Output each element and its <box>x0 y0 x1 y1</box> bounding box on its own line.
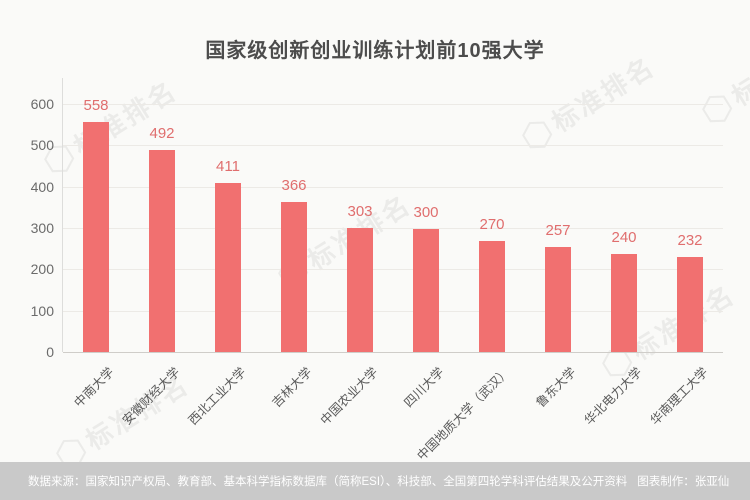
x-tick-label: 西北工业大学 <box>185 364 249 428</box>
bar-华南理工大学 <box>677 257 703 352</box>
y-tick-label: 0 <box>46 344 54 360</box>
plot-area: 558 492 411 366 303 300 270 257 240 232 <box>62 78 723 353</box>
bar-西北工业大学 <box>215 183 241 352</box>
data-source-text: 数据来源：国家知识产权局、教育部、基本科学指标数据库（简称ESI）、科技部、全国… <box>28 476 628 488</box>
y-tick-label: 500 <box>30 137 54 154</box>
gridline <box>63 269 723 271</box>
bar-四川大学 <box>413 229 439 352</box>
bar-吉林大学 <box>281 201 307 352</box>
x-tick-label: 安徽财经大学 <box>119 364 183 428</box>
gridline <box>63 145 723 147</box>
x-tick-label: 中南大学 <box>71 364 117 411</box>
bar-中国地质大学（武汉） <box>479 241 505 352</box>
x-tick-label: 华南理工大学 <box>647 364 711 428</box>
x-tick-label: 四川大学 <box>401 364 447 411</box>
gridline <box>63 186 723 188</box>
x-tick-label: 吉林大学 <box>269 364 315 411</box>
y-tick-label: 100 <box>30 302 54 319</box>
bar-华北电力大学 <box>611 253 637 352</box>
y-tick-label: 400 <box>30 178 54 195</box>
bar-安徽财经大学 <box>149 149 175 352</box>
bar-value-label: 240 <box>611 228 637 246</box>
bar-value-label: 300 <box>413 204 439 221</box>
x-axis-line <box>63 352 723 353</box>
gridline <box>63 228 723 229</box>
gridline <box>63 310 723 312</box>
x-tick-label: 华北电力大学 <box>581 364 645 428</box>
bar-中南大学 <box>83 122 109 352</box>
footer-source-bar: 数据来源：国家知识产权局、教育部、基本科学指标数据库（简称ESI）、科技部、全国… <box>0 462 750 500</box>
gridline <box>63 104 723 105</box>
bar-鲁东大学 <box>545 246 571 352</box>
bar-value-label: 303 <box>347 202 373 220</box>
bar-value-label: 411 <box>216 158 240 176</box>
bar-value-label: 232 <box>677 232 703 250</box>
x-axis-labels: 中南大学 安徽财经大学 西北工业大学 吉林大学 中国农业大学 四川大学 中国地质大学（武汉）… <box>62 78 722 463</box>
chart-title: 国家级创新创业训练计划前10强大学 <box>205 40 545 62</box>
bar-value-label: 558 <box>83 97 109 115</box>
bar-value-label: 257 <box>545 221 571 239</box>
y-tick-label: 200 <box>30 261 54 278</box>
bar-value-label: 270 <box>479 216 505 234</box>
x-tick-label: 中国农业大学 <box>317 364 381 428</box>
y-tick-label: 300 <box>30 220 54 236</box>
chart-credit-text: 图表制作：张亚仙 <box>637 476 730 488</box>
y-tick-label: 600 <box>30 96 54 112</box>
bar-中国农业大学 <box>347 227 373 352</box>
bar-value-label: 366 <box>281 176 307 194</box>
bar-value-label: 492 <box>149 124 175 142</box>
y-axis-labels: 0 100 200 300 400 500 600 <box>0 78 54 360</box>
x-tick-label: 鲁东大学 <box>533 364 579 411</box>
